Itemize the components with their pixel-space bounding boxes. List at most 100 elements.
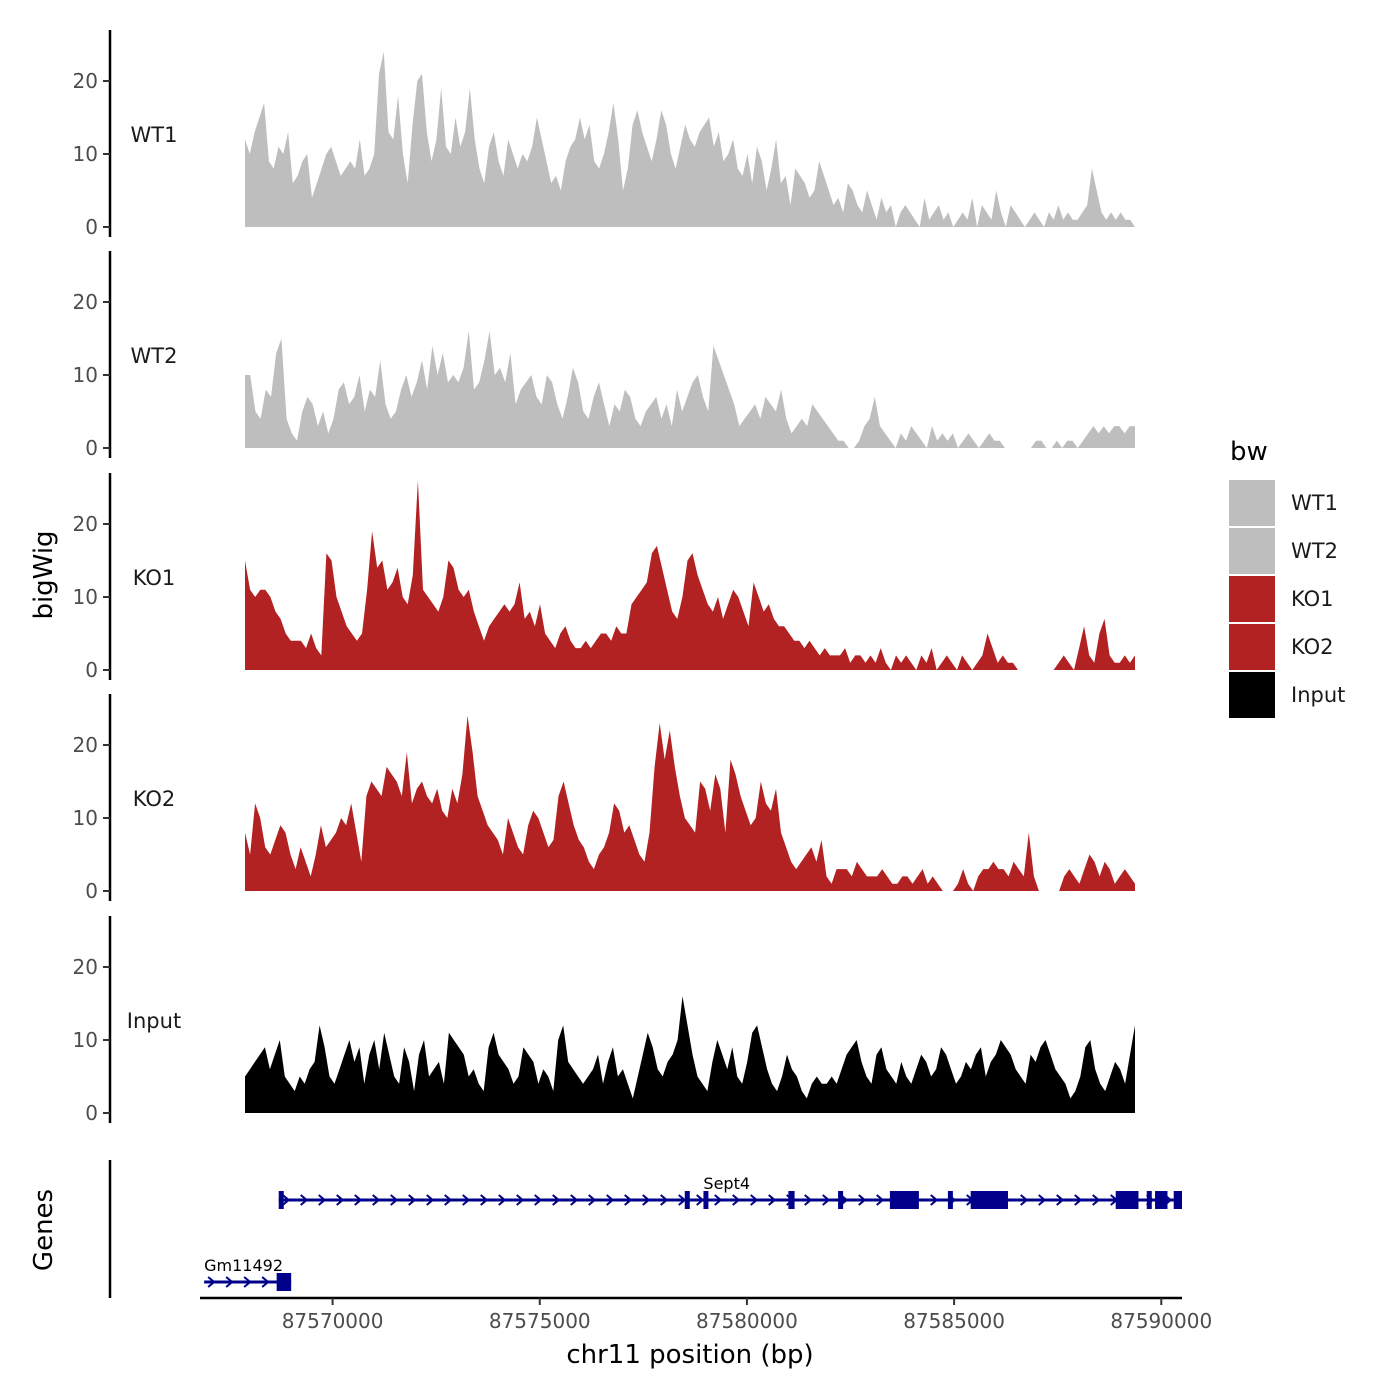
strand-arrow-icon [243, 1276, 252, 1288]
strand-arrow-icon [1092, 1194, 1101, 1206]
strand-arrow-icon [678, 1194, 687, 1206]
exon-sept4 [1155, 1191, 1168, 1209]
y-tick-label-wt2-20: 20 [73, 290, 98, 314]
legend-label-input: Input [1291, 683, 1345, 707]
strand-arrow-icon [1020, 1194, 1029, 1206]
track-label-input: Input [127, 1009, 181, 1033]
strand-arrow-icon [282, 1194, 291, 1206]
x-tick-label-87590000: 87590000 [1110, 1309, 1212, 1333]
legend-swatch-ko2 [1229, 624, 1275, 670]
coverage-area-wt2 [245, 331, 1135, 448]
track-wt1: 0 10 20 WT1 [73, 30, 1135, 239]
exon-sept4 [703, 1191, 709, 1209]
x-tick-label-87570000: 87570000 [282, 1309, 384, 1333]
strand-arrow-icon [624, 1194, 633, 1206]
gene-sept4: Sept4 [278, 1174, 1182, 1209]
y-tick-label-input-20: 20 [73, 955, 98, 979]
strand-arrow-icon [822, 1194, 831, 1206]
strand-arrow-icon [300, 1194, 309, 1206]
y-tick-label-input-10: 10 [73, 1028, 98, 1052]
legend-label-wt1: WT1 [1291, 491, 1338, 515]
legend-swatch-input [1229, 672, 1275, 718]
y-tick-label-wt2-0: 0 [85, 436, 98, 460]
strand-arrow-icon [642, 1194, 651, 1206]
strand-arrow-icon [408, 1194, 417, 1206]
strand-arrow-icon [732, 1194, 741, 1206]
strand-arrow-icon [498, 1194, 507, 1206]
strand-arrow-icon [426, 1194, 435, 1206]
y-tick-label-ko1-0: 0 [85, 658, 98, 682]
y-tick-label-ko2-10: 10 [73, 806, 98, 830]
strand-arrow-icon [444, 1194, 453, 1206]
exon-sept4 [1146, 1191, 1152, 1209]
strand-arrow-icon [1056, 1194, 1065, 1206]
gene-label-sept4: Sept4 [703, 1174, 750, 1193]
strand-arrow-icon [858, 1194, 867, 1206]
y-tick-label-ko1-20: 20 [73, 512, 98, 536]
track-label-wt2: WT2 [131, 344, 178, 368]
exon-sept4 [788, 1191, 795, 1209]
exon-sept4 [1115, 1191, 1139, 1209]
exon-sept4 [1173, 1191, 1182, 1209]
x-tick-label-87580000: 87580000 [696, 1309, 798, 1333]
exon-sept4 [947, 1191, 953, 1209]
strand-arrow-icon [714, 1194, 723, 1206]
x-axis-title: chr11 position (bp) [566, 1340, 813, 1370]
y-tick-label-ko2-0: 0 [85, 879, 98, 903]
strand-arrow-icon [354, 1194, 363, 1206]
y-tick-label-wt2-10: 10 [73, 363, 98, 387]
exon-sept4 [684, 1191, 690, 1209]
x-tick-label-87585000: 87585000 [903, 1309, 1005, 1333]
strand-arrow-icon [930, 1194, 939, 1206]
legend-swatch-wt1 [1229, 480, 1275, 526]
strand-arrow-icon [1038, 1194, 1047, 1206]
legend-label-ko2: KO2 [1291, 635, 1334, 659]
strand-arrow-icon [876, 1194, 885, 1206]
legend-swatch-ko1 [1229, 576, 1275, 622]
strand-arrow-icon [768, 1194, 777, 1206]
strand-arrow-icon [372, 1194, 381, 1206]
track-input: 0 10 20 Input [73, 916, 1135, 1125]
y-tick-label-wt1-10: 10 [73, 142, 98, 166]
strand-arrow-icon [261, 1276, 270, 1288]
strand-arrow-icon [588, 1194, 597, 1206]
legend-swatch-wt2 [1229, 528, 1275, 574]
genes-axis-title: Genes [29, 1189, 59, 1271]
strand-arrow-icon [207, 1276, 216, 1288]
legend-label-ko1: KO1 [1291, 587, 1334, 611]
coverage-area-ko1 [245, 480, 1135, 670]
track-ko2: 0 10 20 KO2 [73, 694, 1135, 903]
track-label-ko1: KO1 [133, 566, 176, 590]
exon-sept4 [278, 1191, 284, 1209]
exon-gm11492 [276, 1273, 292, 1291]
y-tick-label-ko1-10: 10 [73, 585, 98, 609]
gene-label-gm11492: Gm11492 [204, 1256, 283, 1275]
strand-arrow-icon [660, 1194, 669, 1206]
legend: bw WT1 WT2 KO1 KO2 Input [1229, 437, 1345, 718]
strand-arrow-icon [462, 1194, 471, 1206]
legend-label-wt2: WT2 [1291, 539, 1338, 563]
strand-arrow-icon [390, 1194, 399, 1206]
strand-arrow-icon [516, 1194, 525, 1206]
strand-arrow-icon [696, 1194, 705, 1206]
y-tick-label-wt1-20: 20 [73, 69, 98, 93]
gene-gm11492: Gm11492 [204, 1256, 292, 1291]
strand-arrow-icon [606, 1194, 615, 1206]
coverage-area-wt1 [245, 51, 1135, 227]
coverage-tracks: 0 10 20 WT1 0 10 20 WT2 0 10 20 KO1 0 10 20 KO2 0 10 20 Inp… [73, 30, 1135, 1125]
strand-arrow-icon [225, 1276, 234, 1288]
strand-arrow-icon [750, 1194, 759, 1206]
exon-sept4 [889, 1191, 919, 1209]
track-wt2: 0 10 20 WT2 [73, 251, 1135, 460]
strand-arrow-icon [318, 1194, 327, 1206]
track-ko1: 0 10 20 KO1 [73, 473, 1135, 682]
strand-arrow-icon [552, 1194, 561, 1206]
y-tick-label-input-0: 0 [85, 1101, 98, 1125]
coverage-area-input [245, 996, 1135, 1113]
track-label-ko2: KO2 [133, 787, 176, 811]
gene-annotation-track: Sept4 Gm11492 [108, 1160, 1182, 1298]
exon-sept4 [838, 1191, 844, 1209]
track-label-wt1: WT1 [131, 123, 178, 147]
coverage-area-ko2 [245, 715, 1135, 891]
